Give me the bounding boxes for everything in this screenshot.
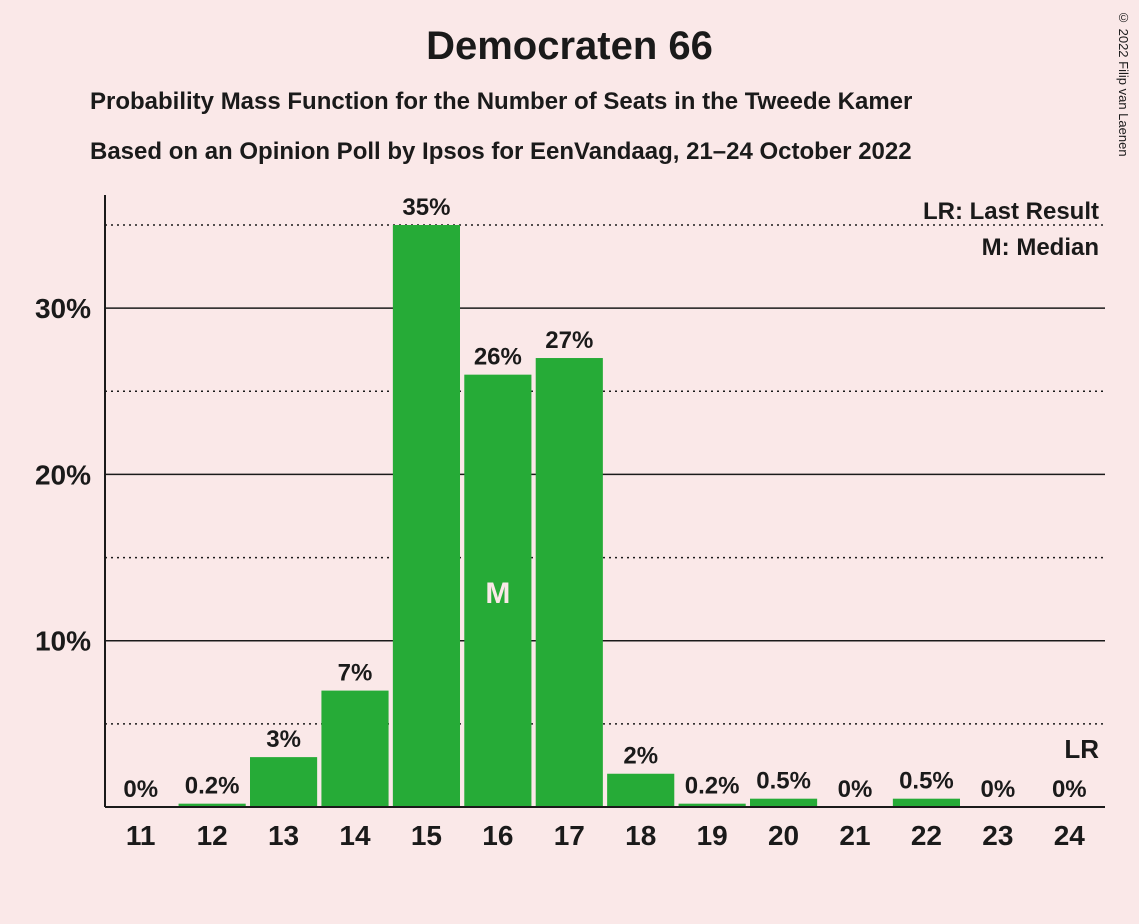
bar bbox=[250, 757, 317, 807]
bar-value-label: 3% bbox=[266, 726, 301, 753]
bar-value-label: 0.2% bbox=[685, 773, 740, 800]
bar-value-label: 0% bbox=[123, 776, 158, 803]
y-axis-tick-label: 20% bbox=[35, 459, 91, 490]
x-axis-tick-label: 22 bbox=[911, 820, 942, 851]
bar bbox=[893, 799, 960, 807]
bar bbox=[536, 358, 603, 807]
x-axis-tick-label: 12 bbox=[197, 820, 228, 851]
bar-value-label: 35% bbox=[402, 194, 450, 221]
bar bbox=[607, 774, 674, 807]
x-axis-tick-label: 18 bbox=[625, 820, 656, 851]
median-marker: M bbox=[485, 577, 510, 610]
x-axis-tick-label: 15 bbox=[411, 820, 442, 851]
bar-value-label: 2% bbox=[623, 743, 658, 770]
y-axis-tick-label: 30% bbox=[35, 293, 91, 324]
bar-value-label: 0.5% bbox=[899, 768, 954, 795]
bar bbox=[321, 691, 388, 807]
x-axis-tick-label: 14 bbox=[339, 820, 371, 851]
x-axis-tick-label: 19 bbox=[697, 820, 728, 851]
legend-median: M: Median bbox=[982, 234, 1099, 261]
x-axis-tick-label: 23 bbox=[982, 820, 1013, 851]
bar bbox=[750, 799, 817, 807]
bar-value-label: 0% bbox=[981, 776, 1016, 803]
x-axis-tick-label: 20 bbox=[768, 820, 799, 851]
x-axis-tick-label: 17 bbox=[554, 820, 585, 851]
x-axis-tick-label: 11 bbox=[126, 820, 156, 851]
bar-value-label: 0.2% bbox=[185, 773, 240, 800]
x-axis-tick-label: 13 bbox=[268, 820, 299, 851]
pmf-bar-chart: 10% 20% 30% 0% 11 0.2% 12 3% 13 7% 14 35% 15 26% 16 27%… bbox=[0, 0, 1139, 924]
bar-value-label: 27% bbox=[545, 327, 593, 354]
x-axis-tick-label: 24 bbox=[1054, 820, 1086, 851]
bar-value-label: 0% bbox=[838, 776, 873, 803]
bar-value-label: 7% bbox=[338, 660, 373, 687]
bar-value-label: 26% bbox=[474, 344, 522, 371]
x-axis-tick-label: 16 bbox=[482, 820, 513, 851]
y-axis-tick-label: 10% bbox=[35, 626, 91, 657]
bar-value-label: 0% bbox=[1052, 776, 1087, 803]
x-axis-tick-label: 21 bbox=[839, 820, 870, 851]
bar-value-label: 0.5% bbox=[756, 768, 811, 795]
last-result-marker: LR bbox=[1064, 734, 1099, 764]
bar bbox=[393, 225, 460, 807]
legend-lr: LR: Last Result bbox=[923, 198, 1099, 225]
